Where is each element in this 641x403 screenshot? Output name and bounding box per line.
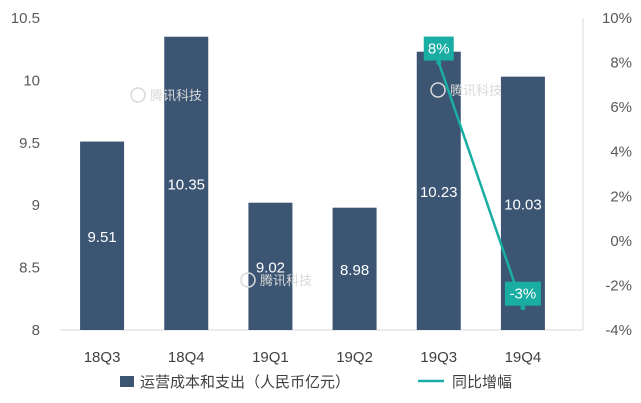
line-point [436, 60, 442, 66]
watermark-logo-icon [430, 82, 446, 98]
legend-bar-label: 运营成本和支出（人民币亿元） [140, 373, 350, 391]
line-data-label: -3% [504, 281, 541, 306]
bar-data-label: 9.02 [256, 259, 285, 276]
bar-data-label: 10.03 [504, 196, 542, 213]
line-series: 8% -3% [423, 36, 541, 311]
y-right-tick-label: 0% [610, 233, 632, 250]
y-left-tick-label: 10 [23, 72, 40, 89]
bar-data-label: 10.35 [167, 176, 205, 193]
line-data-label-box [423, 36, 454, 61]
bar [248, 202, 293, 330]
x-tick-label: 18Q3 [84, 349, 121, 366]
legend: 运营成本和支出（人民币亿元） 同比增幅 [120, 373, 512, 391]
bar-data-label: 9.51 [87, 229, 116, 246]
y-right-tick-label: 2% [610, 188, 632, 205]
bar-series: 9.51 10.35 9.02 8.98 10.23 10.03 [80, 36, 545, 331]
bar [416, 51, 461, 331]
line-point [520, 305, 526, 311]
watermark: 腾讯科技 [430, 82, 502, 99]
line-data-label-text: 8% [428, 41, 450, 58]
watermark: 腾讯科技 [240, 272, 312, 289]
y-left-tick-label: 8.5 [19, 260, 40, 277]
legend-bar-swatch [120, 376, 134, 387]
watermark-text: 腾讯科技 [260, 273, 312, 289]
x-tick-label: 18Q4 [168, 349, 205, 366]
x-tick-label: 19Q1 [252, 349, 289, 366]
bar-data-label: 10.23 [420, 184, 458, 201]
y-left-tick-label: 8 [32, 322, 40, 339]
bar [332, 207, 377, 330]
bar-data-label: 8.98 [340, 262, 369, 279]
axes: 8 8.5 9 9.5 10 10.5 -4% -2% 0% 2% 4% 6% 8% 10% 18Q3 18Q… [11, 10, 632, 366]
y-right-tick-label: 10% [602, 10, 632, 27]
watermark-logo-icon [130, 87, 146, 103]
watermark: 腾讯科技 [130, 87, 202, 104]
line-data-label-text: -3% [510, 286, 537, 303]
y-right-tick-label: -4% [605, 322, 632, 339]
x-tick-label: 19Q3 [420, 349, 457, 366]
legend-line-label: 同比增幅 [452, 373, 512, 391]
line-path [437, 62, 525, 309]
watermark-logo-icon [240, 272, 256, 288]
y-left-tick-label: 10.5 [11, 10, 40, 27]
bar [80, 141, 125, 330]
x-tick-label: 19Q4 [505, 349, 542, 366]
line-data-label: 8% [423, 36, 454, 61]
y-right-tick-label: 8% [610, 55, 632, 72]
line-data-label-box [504, 281, 541, 306]
watermark-text: 腾讯科技 [150, 88, 202, 104]
x-tick-label: 19Q2 [336, 349, 373, 366]
watermark-text: 腾讯科技 [450, 83, 502, 99]
y-right-tick-label: 4% [610, 144, 632, 161]
y-right-tick-label: -2% [605, 277, 632, 294]
y-left-tick-label: 9.5 [19, 135, 40, 152]
bar [164, 36, 209, 330]
y-right-tick-label: 6% [610, 99, 632, 116]
y-left-tick-label: 9 [32, 197, 40, 214]
